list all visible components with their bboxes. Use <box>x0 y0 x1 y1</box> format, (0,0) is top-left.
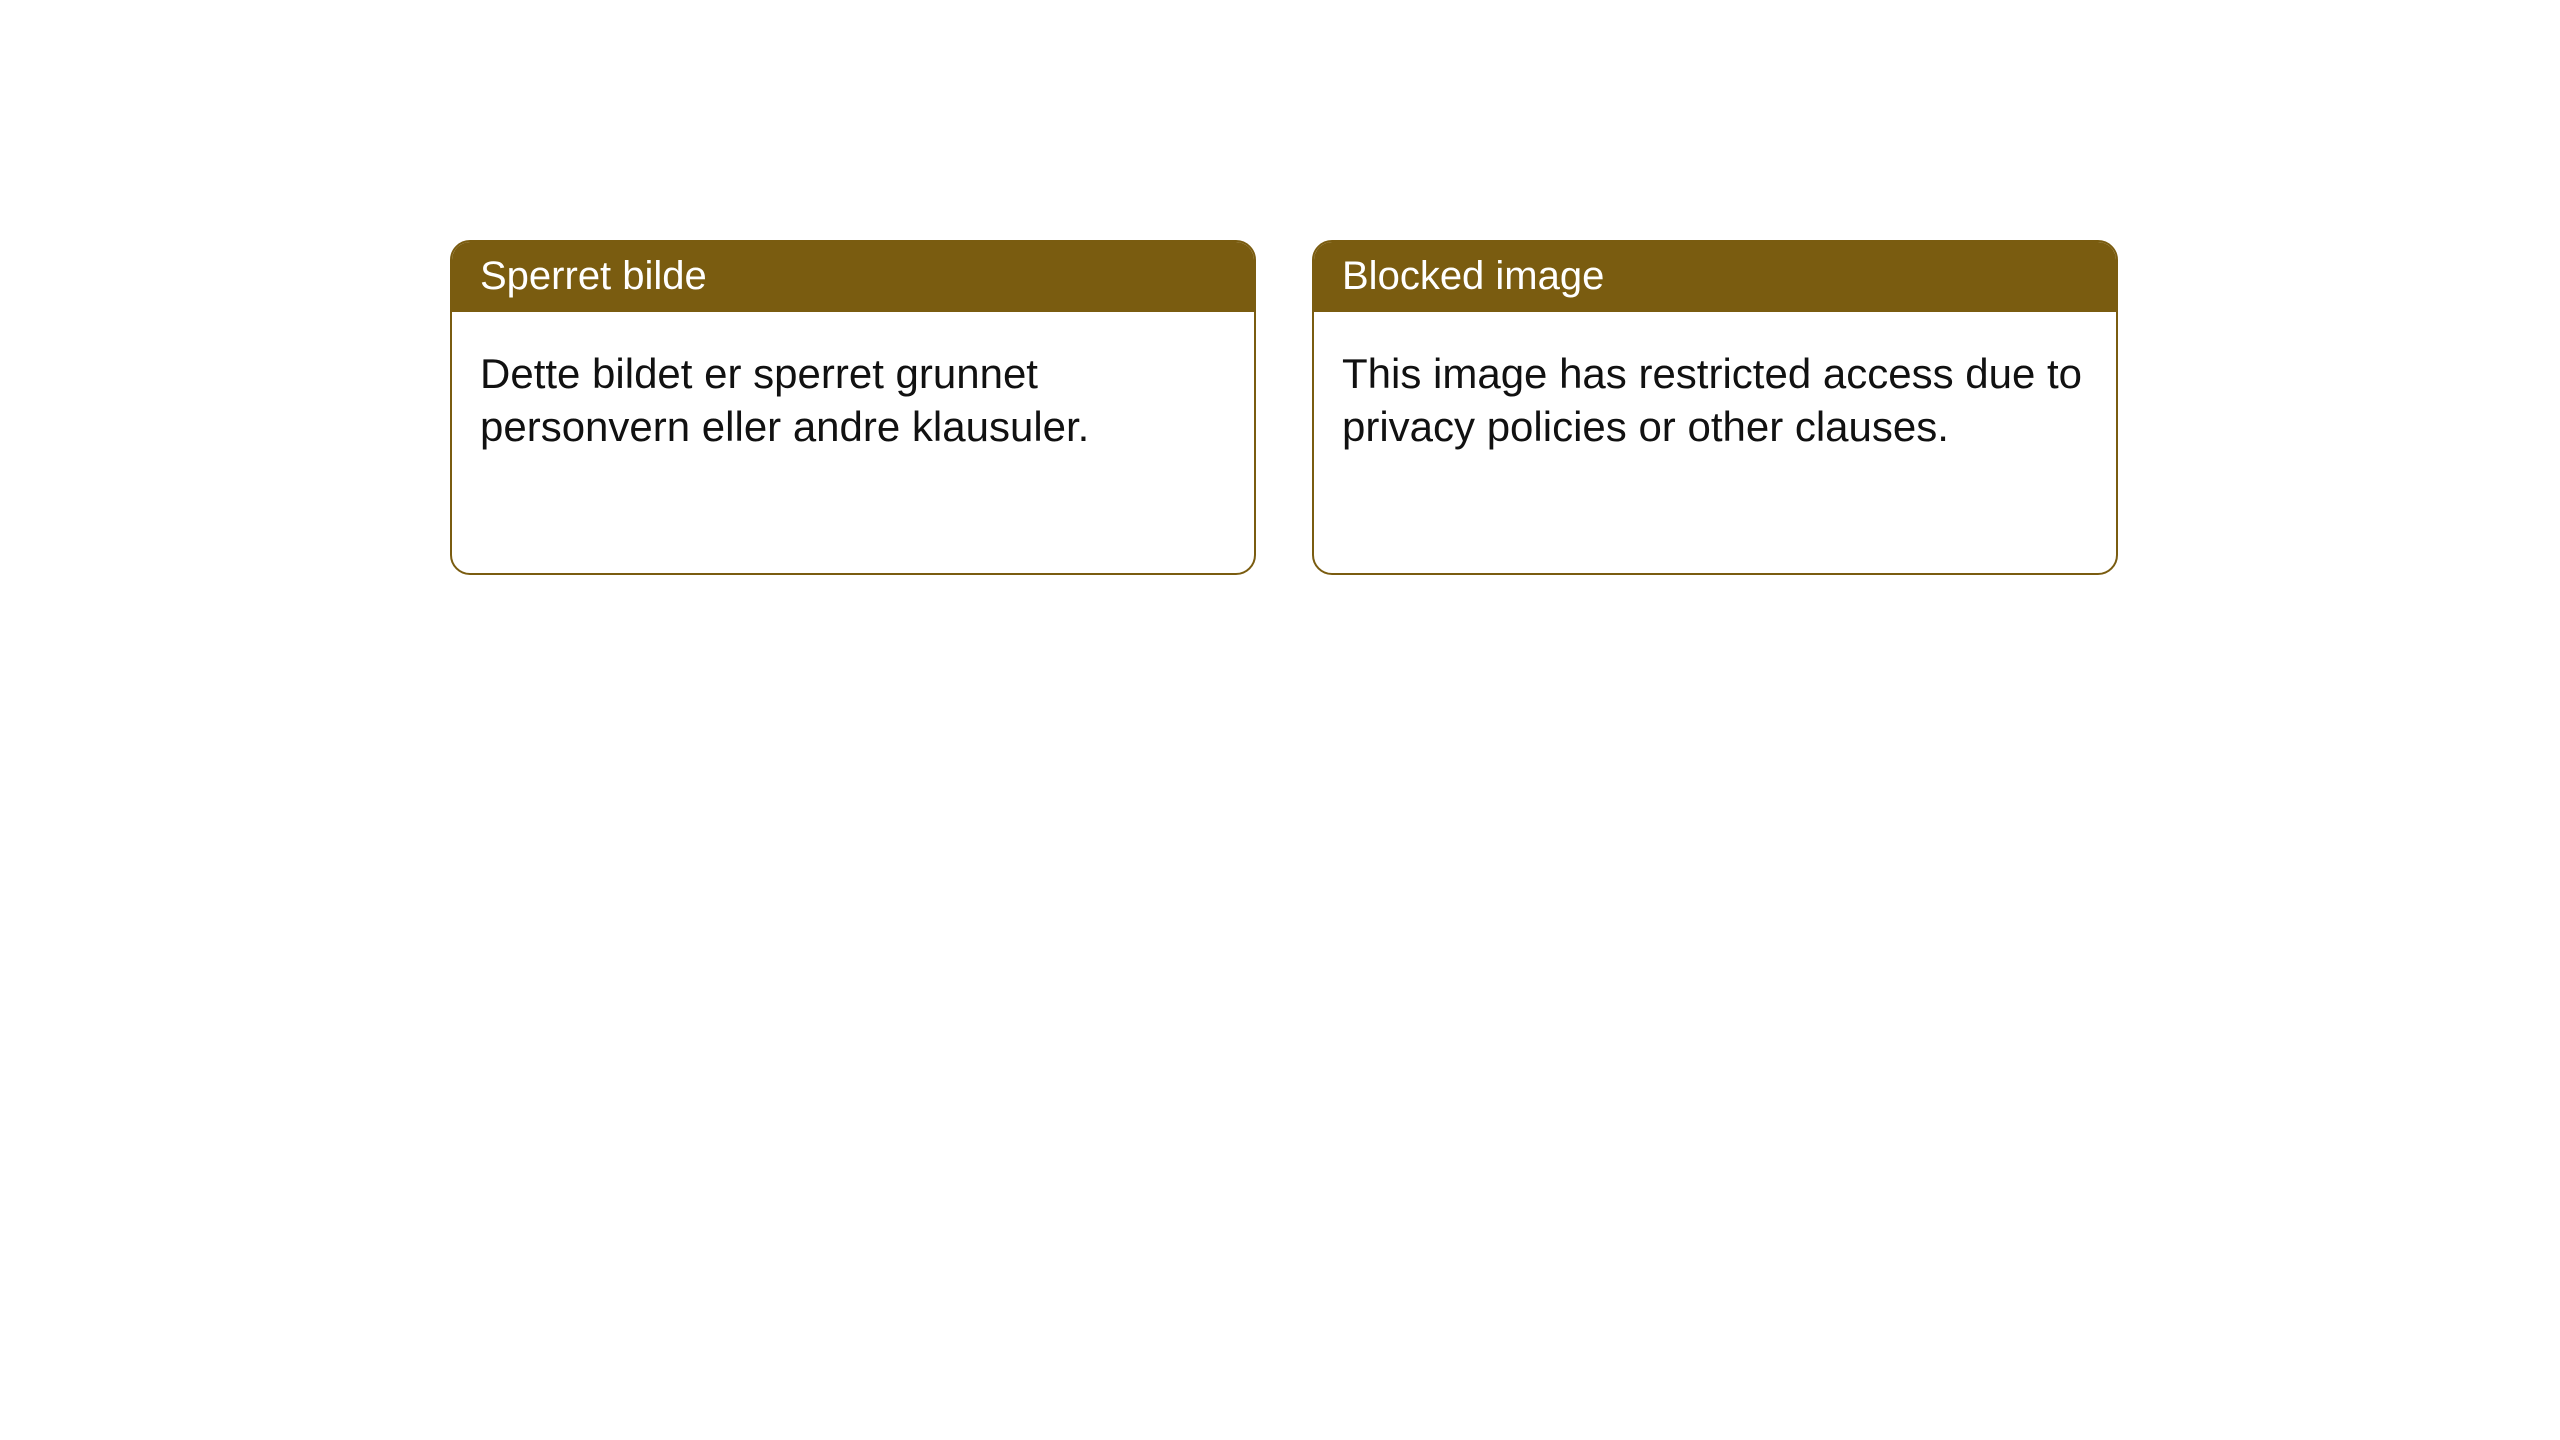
notice-container: Sperret bilde Dette bildet er sperret gr… <box>0 0 2560 575</box>
notice-title: Blocked image <box>1314 242 2116 312</box>
notice-title: Sperret bilde <box>452 242 1254 312</box>
notice-card-norwegian: Sperret bilde Dette bildet er sperret gr… <box>450 240 1256 575</box>
notice-body: This image has restricted access due to … <box>1314 312 2116 489</box>
notice-body: Dette bildet er sperret grunnet personve… <box>452 312 1254 489</box>
notice-card-english: Blocked image This image has restricted … <box>1312 240 2118 575</box>
